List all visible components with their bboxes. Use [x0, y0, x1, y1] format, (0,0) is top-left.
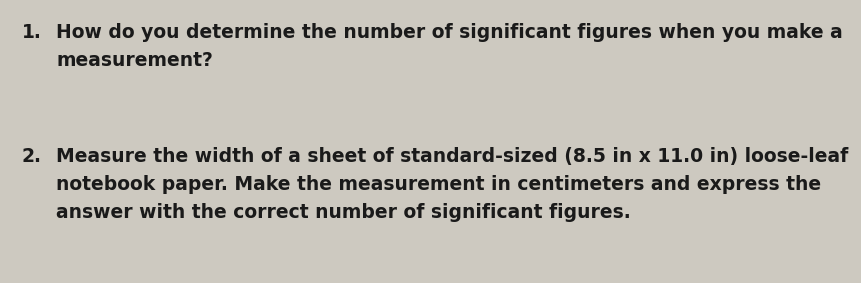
Text: notebook paper. Make the measurement in centimeters and express the: notebook paper. Make the measurement in …: [56, 175, 821, 194]
Text: How do you determine the number of significant figures when you make a: How do you determine the number of signi…: [56, 23, 842, 42]
Text: 1.: 1.: [22, 23, 41, 42]
Text: 2.: 2.: [22, 147, 41, 166]
Text: measurement?: measurement?: [56, 51, 213, 70]
Text: Measure the width of a sheet of standard-sized (8.5 in x 11.0 in) loose-leaf: Measure the width of a sheet of standard…: [56, 147, 847, 166]
Text: answer with the correct number of significant figures.: answer with the correct number of signif…: [56, 203, 630, 222]
